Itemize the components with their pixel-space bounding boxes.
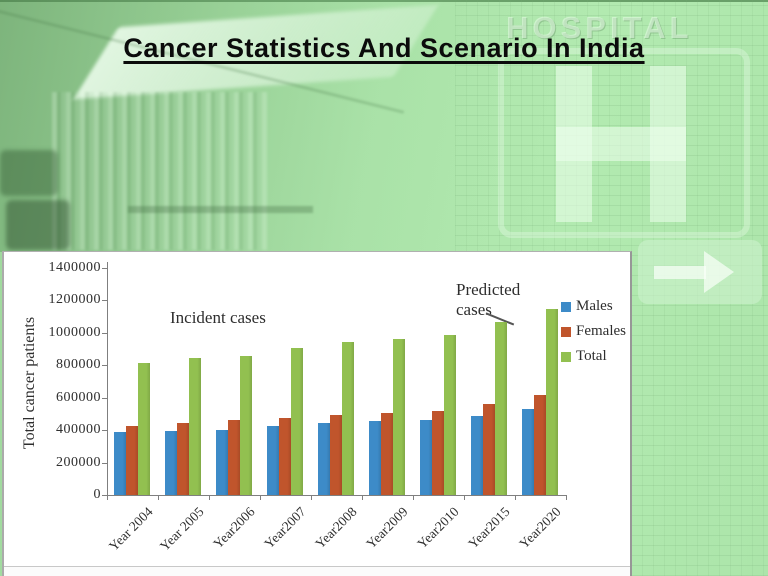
bar-total-year2005: [189, 358, 201, 495]
curtains: [52, 92, 267, 250]
bar-females-year2005: [177, 423, 189, 495]
x-axis-tick: [260, 495, 261, 500]
legend-item-males: Males: [561, 298, 626, 315]
x-axis: [107, 495, 567, 496]
arrow-head: [704, 251, 734, 293]
x-axis-tick: [566, 495, 567, 500]
bar-males-year2006: [216, 430, 228, 495]
bar-males-year2020: [522, 409, 534, 495]
bar-males-year2015: [471, 416, 483, 495]
slide-top-edge: [0, 0, 768, 2]
panel-divider: [4, 566, 630, 567]
bar-males-year2005: [165, 431, 177, 495]
counter-shadow: [128, 206, 313, 213]
legend-label: Total: [576, 348, 607, 364]
y-axis-label: 800000: [56, 357, 101, 373]
hospital-h-symbol: [556, 66, 686, 222]
right-arrow-icon: [638, 240, 762, 304]
y-axis: [107, 262, 108, 495]
bar-males-year2009: [369, 421, 381, 495]
bar-males-year2007: [267, 426, 279, 495]
legend-label: Females: [576, 323, 626, 339]
hospital-h-bar: [556, 127, 686, 161]
bar-females-year2006: [228, 420, 240, 495]
page-title: Cancer Statistics And Scenario In India: [123, 33, 645, 63]
annotation-predicted-cases: Predicted cases: [456, 280, 521, 319]
y-axis-tick: [102, 397, 107, 399]
x-axis-tick: [362, 495, 363, 500]
legend-item-total: Total: [561, 348, 626, 365]
x-axis-tick: [464, 495, 465, 500]
x-axis-tick: [107, 495, 108, 500]
arrow-shaft: [654, 266, 706, 279]
legend-swatch-females: [561, 326, 571, 337]
y-axis-tick: [102, 430, 107, 432]
bar-total-year2010: [444, 335, 456, 495]
bar-total-year2008: [342, 342, 354, 495]
hospital-equipment: [6, 200, 70, 250]
legend-label: Males: [576, 298, 613, 314]
x-axis-tick: [515, 495, 516, 500]
bar-males-year2008: [318, 423, 330, 495]
bar-total-year2007: [291, 348, 303, 495]
legend-swatch-males: [561, 301, 571, 312]
y-axis-tick: [102, 365, 107, 367]
hospital-sign-frame: [498, 48, 750, 238]
legend-item-females: Females: [561, 323, 626, 340]
y-axis-tick: [102, 462, 107, 464]
y-axis-label: 400000: [56, 422, 101, 438]
bar-females-year2015: [483, 404, 495, 495]
bar-females-year2007: [279, 418, 291, 495]
x-axis-tick: [209, 495, 210, 500]
y-axis-label: 1200000: [48, 292, 101, 308]
bar-total-year2020: [546, 309, 558, 495]
legend-swatch-total: [561, 351, 571, 362]
bar-males-year2004: [114, 432, 126, 495]
annotation-incident-cases: Incident cases: [170, 308, 266, 327]
bar-females-year2008: [330, 415, 342, 495]
y-axis-label: 1400000: [48, 260, 101, 275]
bar-females-year2004: [126, 426, 138, 495]
y-axis-label: 600000: [56, 389, 101, 405]
bar-males-year2010: [420, 420, 432, 495]
x-axis-tick: [311, 495, 312, 500]
bar-females-year2020: [534, 395, 546, 495]
y-axis-label: 200000: [56, 454, 101, 470]
bar-females-year2010: [432, 411, 444, 495]
chart-legend: Males Females Total: [561, 298, 626, 373]
bar-total-year2004: [138, 363, 150, 495]
y-axis-label: 1000000: [48, 324, 101, 340]
y-axis-title: Total cancer patients: [21, 316, 38, 450]
y-axis-tick: [102, 268, 107, 269]
panel-footer-strip: [4, 567, 630, 576]
y-axis-tick: [102, 495, 107, 496]
hospital-equipment: [0, 150, 58, 196]
bar-total-year2009: [393, 339, 405, 495]
x-axis-tick: [158, 495, 159, 500]
chart-panel: Total cancer patients Incident cases Pre…: [2, 251, 632, 576]
y-axis-tick: [102, 332, 107, 334]
x-axis-tick: [413, 495, 414, 500]
hospital-sign-text: HOSPITAL: [506, 10, 693, 45]
bar-females-year2009: [381, 413, 393, 495]
bar-total-year2006: [240, 356, 252, 495]
bar-chart: Total cancer patients Incident cases Pre…: [4, 252, 630, 576]
y-axis-label: 0: [93, 487, 101, 502]
bar-total-year2015: [495, 322, 507, 495]
y-axis-tick: [102, 300, 107, 302]
